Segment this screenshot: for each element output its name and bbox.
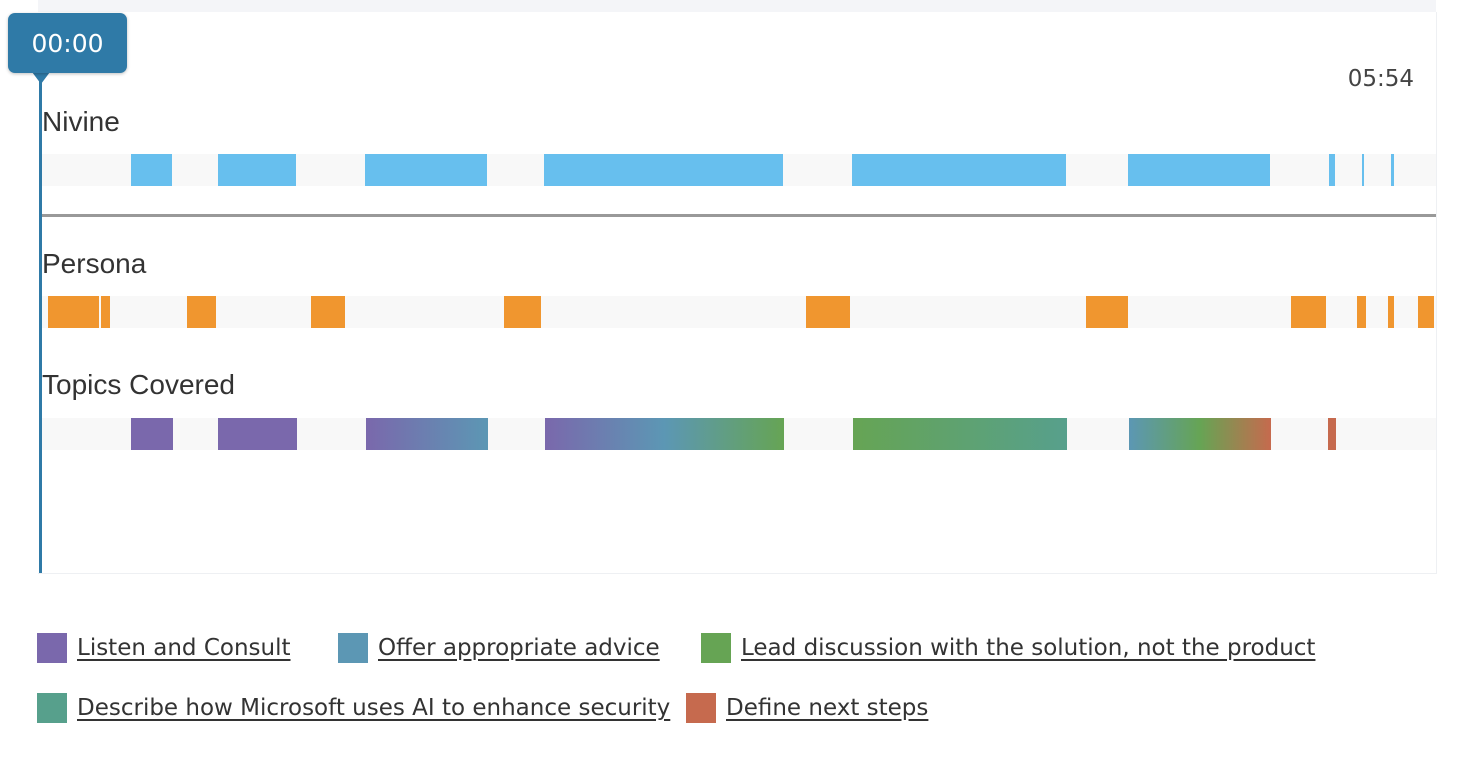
segment-topics-3[interactable] <box>544 418 784 450</box>
segment-nivine-7[interactable] <box>1362 154 1365 186</box>
legend-item-define-next-steps[interactable]: Define next steps <box>686 693 928 723</box>
segment-topics-4[interactable] <box>852 418 1068 450</box>
playhead-pointer <box>32 72 50 84</box>
segment-nivine-1[interactable] <box>218 154 297 186</box>
segment-nivine-6[interactable] <box>1328 154 1335 186</box>
segment-persona-2[interactable] <box>187 296 217 328</box>
legend-item-listen-and-consult[interactable]: Listen and Consult <box>37 633 291 663</box>
timeline-panel <box>38 12 1437 574</box>
legend-link[interactable]: Offer appropriate advice <box>378 635 660 661</box>
segment-persona-5[interactable] <box>805 296 850 328</box>
legend-item-lead-discussion[interactable]: Lead discussion with the solution, not t… <box>701 633 1315 663</box>
legend-swatch <box>37 693 67 723</box>
legend-swatch <box>686 693 716 723</box>
track-topics[interactable] <box>42 418 1436 450</box>
legend-item-describe-ai-security[interactable]: Describe how Microsoft uses AI to enhanc… <box>37 693 670 723</box>
track-label-persona: Persona <box>42 248 147 279</box>
top-strip <box>38 0 1436 12</box>
segment-topics-5[interactable] <box>1129 418 1271 450</box>
legend-link[interactable]: Define next steps <box>726 695 929 721</box>
segment-persona-3[interactable] <box>310 296 346 328</box>
legend-link[interactable]: Lead discussion with the solution, not t… <box>741 635 1316 661</box>
speaker-divider <box>42 214 1436 217</box>
segment-nivine-3[interactable] <box>544 154 784 186</box>
segment-nivine-8[interactable] <box>1391 154 1394 186</box>
segment-persona-6[interactable] <box>1085 296 1129 328</box>
legend-swatch <box>338 633 368 663</box>
segment-nivine-0[interactable] <box>130 154 172 186</box>
segment-topics-0[interactable] <box>130 418 174 450</box>
legend-item-offer-appropriate-advice[interactable]: Offer appropriate advice <box>338 633 660 663</box>
segment-persona-0[interactable] <box>47 296 100 328</box>
segment-persona-7[interactable] <box>1291 296 1326 328</box>
segment-persona-10[interactable] <box>1418 296 1434 328</box>
segment-persona-8[interactable] <box>1356 296 1366 328</box>
end-time: 05:54 <box>1347 66 1414 92</box>
legend-link[interactable]: Describe how Microsoft uses AI to enhanc… <box>77 695 671 721</box>
segment-topics-2[interactable] <box>366 418 489 450</box>
segment-nivine-5[interactable] <box>1128 154 1271 186</box>
track-persona[interactable] <box>42 296 1436 328</box>
track-label-nivine: Nivine <box>42 106 120 137</box>
track-nivine[interactable] <box>42 154 1436 186</box>
playhead-time-bubble[interactable]: 00:00 <box>8 13 127 73</box>
segment-topics-6[interactable] <box>1328 418 1336 450</box>
segment-topics-1[interactable] <box>217 418 297 450</box>
segment-nivine-2[interactable] <box>364 154 487 186</box>
segment-persona-9[interactable] <box>1388 296 1394 328</box>
track-label-topics: Topics Covered <box>42 369 235 400</box>
segment-nivine-4[interactable] <box>852 154 1067 186</box>
legend-swatch <box>701 633 731 663</box>
segment-persona-1[interactable] <box>100 296 110 328</box>
legend-swatch <box>37 633 67 663</box>
playhead-line[interactable] <box>39 60 42 573</box>
legend-link[interactable]: Listen and Consult <box>77 635 291 661</box>
segment-persona-4[interactable] <box>503 296 541 328</box>
